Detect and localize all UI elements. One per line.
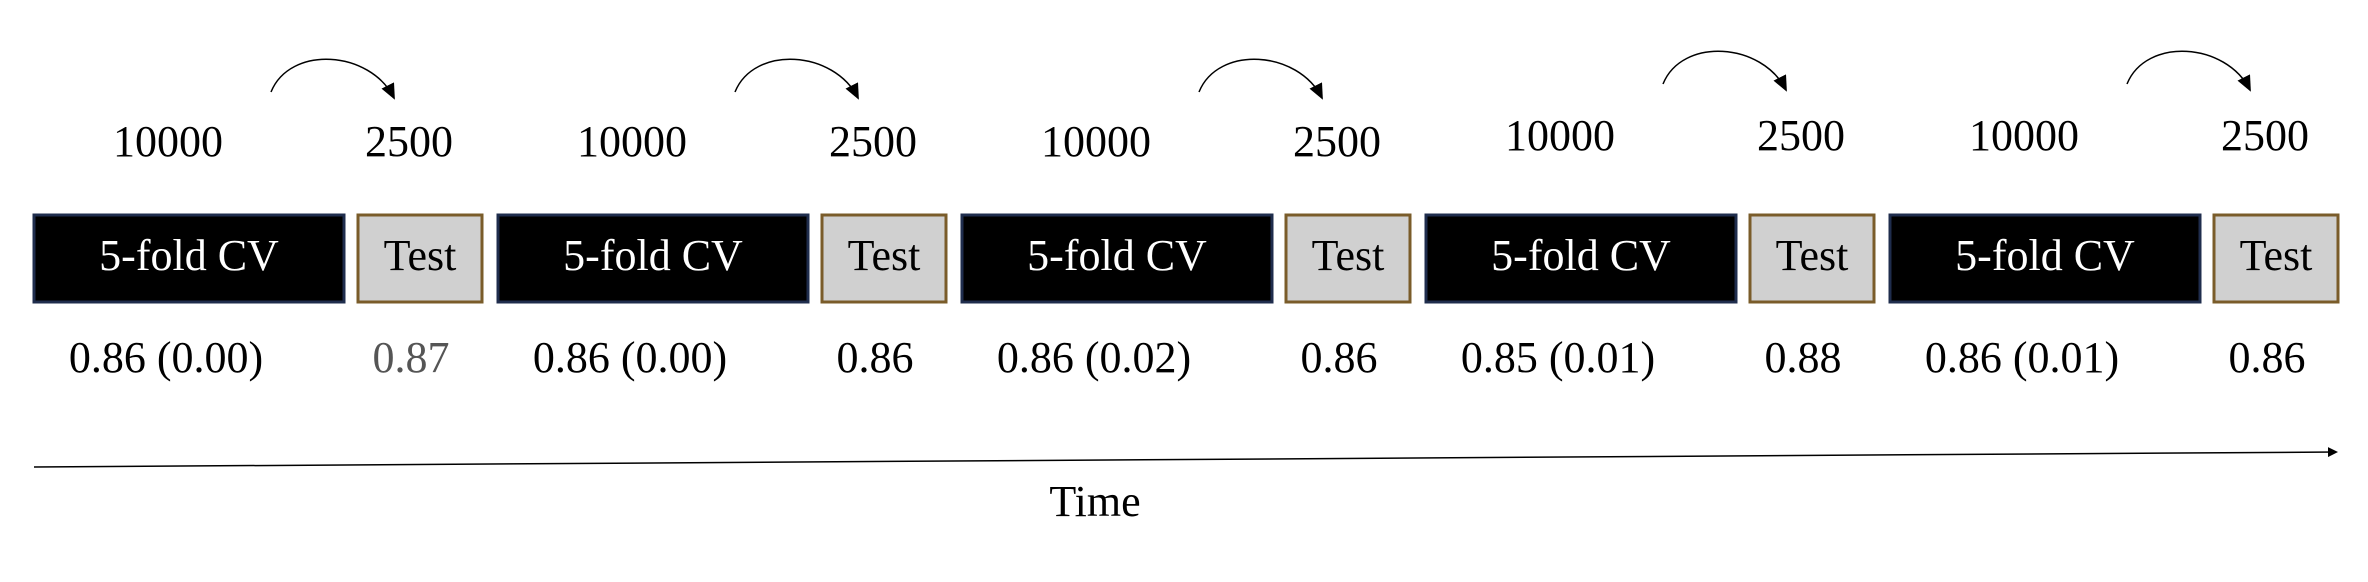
test-label: Test [1312, 231, 1385, 280]
train-size: 10000 [1969, 111, 2079, 160]
cv-box [960, 213, 1274, 304]
test-box [820, 213, 948, 304]
cv-box [496, 213, 810, 304]
test-score: 0.86 [2229, 333, 2306, 382]
axis-label: Time [1049, 477, 1140, 526]
test-label: Test [2240, 231, 2313, 280]
train-size: 10000 [113, 117, 223, 166]
train-size: 10000 [1505, 111, 1615, 160]
test-size: 2500 [365, 117, 453, 166]
test-box [1284, 213, 1412, 304]
cv-score: 0.85 (0.01) [1461, 333, 1655, 382]
test-size: 2500 [1757, 111, 1845, 160]
cv-label: 5-fold CV [1955, 231, 2135, 280]
arrow [2126, 50, 2251, 92]
test-label: Test [1776, 231, 1849, 280]
cv-score: 0.86 (0.00) [533, 333, 727, 382]
test-box [1748, 213, 1876, 304]
cv-label: 5-fold CV [563, 231, 743, 280]
test-box [2212, 213, 2340, 304]
train-size: 10000 [577, 117, 687, 166]
arrow [1662, 50, 1787, 92]
test-label: Test [384, 231, 457, 280]
cv-box [1424, 213, 1738, 304]
cv-box [32, 213, 346, 304]
cv-score: 0.86 (0.01) [1925, 333, 2119, 382]
test-size: 2500 [1293, 117, 1381, 166]
cv-score: 0.86 (0.00) [69, 333, 263, 382]
test-box [356, 213, 484, 304]
cv-label: 5-fold CV [1491, 231, 1671, 280]
test-size: 2500 [2221, 111, 2309, 160]
time-axis [33, 447, 2338, 468]
cv-box [1888, 213, 2202, 304]
cv-label: 5-fold CV [99, 231, 279, 280]
cv-score: 0.86 (0.02) [997, 333, 1191, 382]
test-score: 0.87 [373, 333, 450, 382]
arrow [734, 58, 859, 100]
test-label: Test [848, 231, 921, 280]
test-score: 0.86 [837, 333, 914, 382]
test-size: 2500 [829, 117, 917, 166]
test-score: 0.88 [1765, 333, 1842, 382]
arrow [1198, 58, 1323, 100]
cv-label: 5-fold CV [1027, 231, 1207, 280]
arrow [270, 58, 395, 100]
train-size: 10000 [1041, 117, 1151, 166]
test-score: 0.86 [1301, 333, 1378, 382]
